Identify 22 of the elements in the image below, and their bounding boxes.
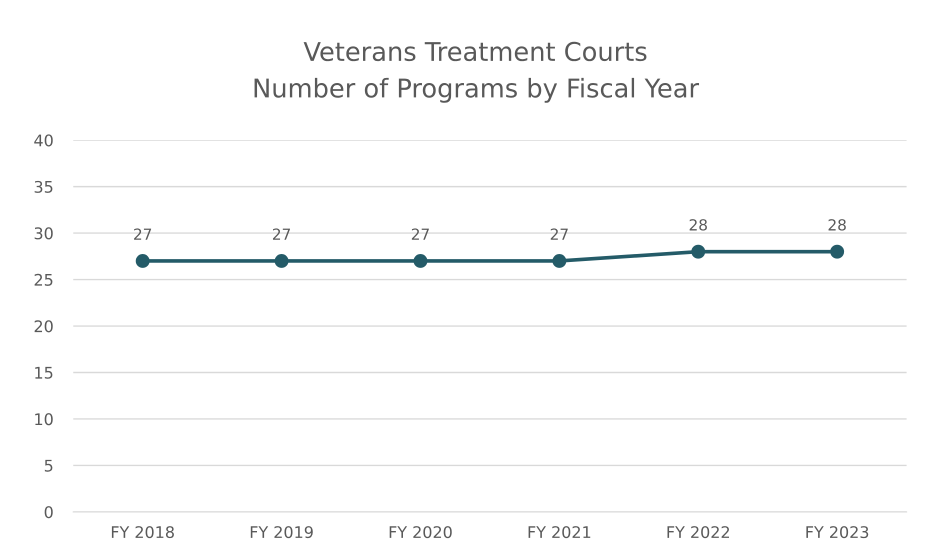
data-label: 27 [272, 228, 290, 240]
y-tick-label: 35 [34, 180, 52, 193]
chart-title: Veterans Treatment Courts Number of Programs by Fiscal Year [254, 42, 700, 103]
x-tick-label: FY 2018 [112, 526, 174, 538]
data-label: 27 [412, 228, 429, 240]
y-tick-label: 10 [35, 413, 53, 426]
data-label: 28 [828, 219, 846, 231]
y-tick-label: 15 [35, 366, 52, 379]
y-tick-label: 25 [34, 274, 52, 286]
y-tick-label: 30 [34, 227, 53, 240]
x-tick-label: FY 2022 [667, 526, 729, 538]
y-tick-label: 20 [34, 320, 53, 332]
y-tick-label: 5 [44, 460, 52, 472]
y-tick-label: 40 [34, 134, 53, 146]
data-label: 27 [550, 228, 568, 240]
x-tick-label: FY 2023 [806, 526, 868, 538]
y-tick-label: 0 [44, 506, 53, 518]
x-tick-label: FY 2019 [250, 526, 313, 538]
data-label: 27 [134, 228, 152, 240]
x-tick-label: FY 2020 [390, 526, 452, 538]
x-tick-label: FY 2021 [528, 526, 590, 538]
data-label: 28 [690, 219, 707, 231]
